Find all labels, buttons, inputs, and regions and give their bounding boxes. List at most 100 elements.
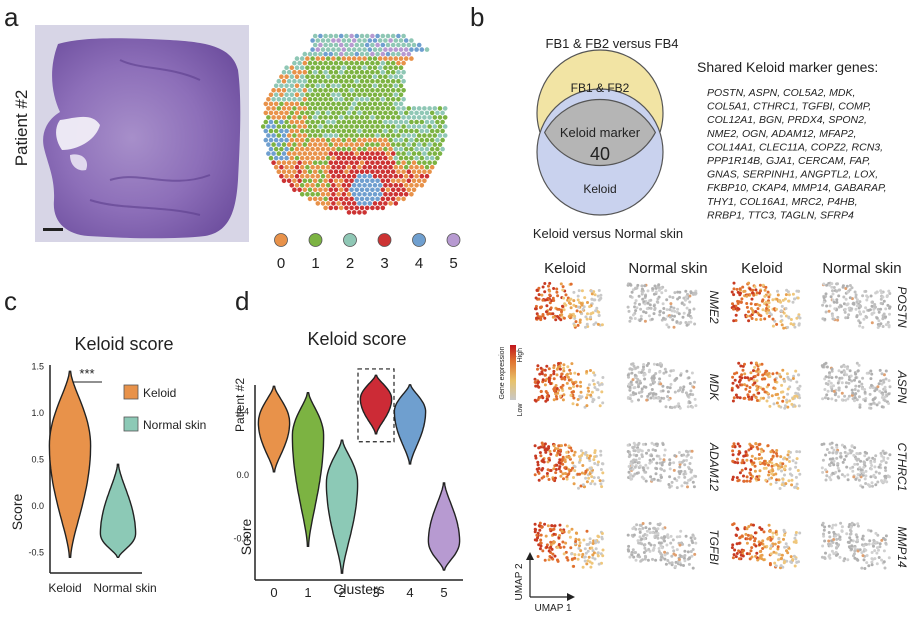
umap-point [749, 314, 752, 318]
spot [328, 205, 334, 211]
umap-point [574, 380, 578, 384]
spot [349, 196, 354, 202]
umap-point [858, 310, 861, 314]
umap-point [767, 477, 771, 481]
umap-point [548, 281, 552, 285]
umap-point [740, 373, 744, 377]
umap-point [641, 442, 645, 446]
spot [310, 92, 315, 98]
umap-header: Keloid [741, 260, 783, 277]
umap-point [851, 539, 855, 543]
umap-point [653, 306, 657, 310]
umap-point [829, 478, 833, 482]
umap-point [552, 449, 556, 453]
umap-point [631, 474, 635, 478]
spot [351, 164, 357, 170]
umap-point [843, 458, 846, 462]
umap-point [779, 564, 783, 568]
umap-point [825, 304, 829, 308]
umap-point [847, 313, 851, 317]
umap-point [572, 476, 575, 479]
spot [351, 65, 357, 70]
spot [377, 110, 383, 116]
umap-point [586, 312, 589, 316]
umap-point [652, 546, 656, 550]
umap-point [677, 402, 681, 406]
spot [375, 69, 380, 75]
spot [349, 60, 354, 66]
umap-point [658, 313, 662, 317]
umap-point [860, 537, 864, 541]
umap-point [886, 456, 890, 460]
umap-point [669, 369, 673, 373]
umap-point [884, 541, 888, 545]
umap-point [869, 529, 873, 533]
umap-point [562, 366, 566, 370]
chart-d-highlight-box [357, 368, 395, 443]
spot [331, 47, 336, 52]
spot [403, 164, 409, 170]
umap-point [599, 482, 603, 486]
umap-point [846, 290, 850, 294]
umap-point [870, 560, 874, 564]
umap-point [572, 453, 576, 457]
spot [281, 115, 287, 120]
umap-point [763, 294, 767, 298]
spot [396, 142, 401, 147]
umap-point [731, 445, 735, 448]
spot [294, 83, 300, 89]
umap-point [798, 450, 802, 454]
spot [341, 164, 347, 170]
spot [328, 106, 334, 111]
umap-point [690, 476, 694, 480]
umap-point [632, 449, 636, 453]
umap-point [793, 564, 797, 568]
umap-point [757, 443, 761, 447]
umap-point [756, 367, 760, 371]
spot [372, 47, 378, 52]
umap-point [851, 302, 855, 306]
umap-point [760, 553, 764, 557]
umap-point [775, 454, 779, 458]
spot [286, 97, 292, 102]
spot [403, 110, 409, 116]
spot [294, 74, 300, 79]
spot [292, 151, 297, 156]
umap-point [754, 318, 758, 321]
spot [292, 160, 297, 165]
umap-point [758, 283, 762, 287]
umap-point [558, 394, 562, 398]
umap-point [663, 535, 667, 539]
spot [302, 142, 308, 147]
umap-point [685, 295, 689, 299]
umap-point [882, 299, 886, 303]
spot [333, 160, 339, 165]
umap-point [878, 542, 882, 546]
spot [401, 60, 406, 66]
umap-point [654, 449, 657, 452]
umap-point [561, 288, 565, 292]
spot [419, 137, 425, 143]
umap-point [869, 377, 873, 381]
umap-point [682, 564, 685, 567]
umap-point [651, 557, 654, 561]
spot [344, 78, 349, 84]
umap-point [601, 462, 605, 466]
spot [357, 164, 362, 170]
umap-point [580, 303, 584, 307]
gene-line: THY1, COL16A1, MRC2, P4HB, [707, 196, 858, 208]
spot [289, 164, 295, 170]
umap-point [730, 290, 734, 294]
umap-point [658, 461, 662, 465]
umap-point [875, 546, 879, 550]
umap-point [548, 527, 552, 531]
umap-point [781, 298, 785, 302]
umap-point [761, 539, 765, 543]
spot [354, 97, 360, 102]
umap-point [797, 387, 801, 391]
umap-point [854, 295, 858, 299]
umap-point [683, 554, 687, 557]
spot [401, 106, 406, 111]
spot [336, 201, 341, 206]
umap-point [533, 398, 537, 402]
